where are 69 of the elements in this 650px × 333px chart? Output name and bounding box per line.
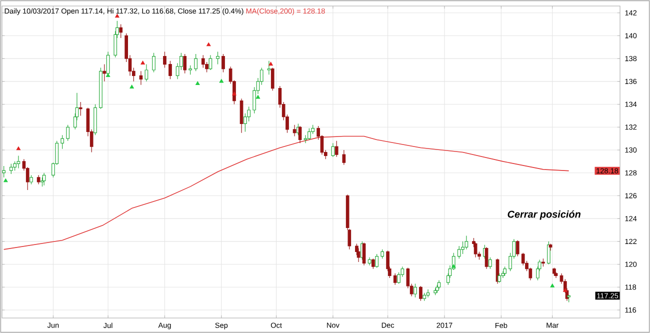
candlestick: [30, 174, 33, 185]
candlestick: [208, 54, 212, 70]
candlestick: [484, 246, 488, 270]
candlestick: [119, 24, 123, 38]
candlestick: [42, 172, 46, 186]
candlestick: [362, 242, 366, 266]
point: [563, 288, 568, 292]
candlestick: [139, 70, 143, 86]
candlestick: [102, 64, 106, 82]
candlestick: [163, 51, 166, 68]
candlestick: [9, 163, 13, 174]
candlestick: [380, 249, 384, 259]
candlestick: [308, 128, 311, 140]
candlestick: [393, 273, 397, 286]
point: [140, 60, 145, 64]
candlestick: [474, 242, 478, 258]
candlestick: [342, 150, 346, 166]
candlestick: [372, 258, 375, 270]
candlestick: [547, 241, 550, 265]
candlestick: [334, 140, 338, 158]
candlestick: [498, 273, 502, 283]
candlestick: [60, 134, 64, 150]
candlestick: [194, 54, 198, 72]
candlestick: [488, 257, 492, 270]
candlestick: [222, 54, 225, 73]
point: [268, 62, 273, 66]
point: [196, 81, 200, 86]
point: [219, 79, 224, 83]
candlestick: [457, 246, 461, 259]
candlestick: [36, 174, 40, 185]
candlestick: [356, 248, 360, 262]
candlestick: [414, 283, 417, 298]
candlestick: [464, 235, 468, 250]
candlestick: [270, 67, 274, 91]
candlestick: [188, 65, 192, 75]
candlestick: [240, 98, 244, 134]
point: [206, 42, 211, 46]
point: [452, 264, 456, 268]
candlestick: [183, 54, 187, 74]
candlestick: [144, 64, 148, 82]
candlestick: [201, 54, 205, 68]
candlestick: [548, 243, 552, 251]
point: [130, 84, 134, 88]
candlestick: [2, 166, 6, 178]
annotation: Cerrar posición: [508, 210, 580, 220]
candlestick: [516, 240, 520, 257]
candlestick: [40, 177, 44, 187]
candlestick: [426, 289, 430, 298]
candlestick: [331, 142, 335, 158]
candlestick: [16, 155, 20, 169]
candlestick: [437, 280, 441, 290]
candlestick: [419, 286, 422, 302]
candlestick: [216, 51, 220, 65]
point: [16, 146, 21, 150]
candlestick: [78, 102, 82, 116]
candlestick: [375, 254, 379, 268]
candlestick: [292, 124, 296, 137]
candlestick: [503, 266, 506, 276]
candlestick: [304, 134, 308, 144]
candlestick: [152, 52, 156, 73]
candlestick: [168, 60, 172, 80]
candlestick: [106, 51, 110, 78]
candlestick: [66, 124, 70, 142]
point: [106, 73, 110, 78]
point: [256, 95, 260, 99]
candlestick: [267, 60, 271, 75]
point: [4, 178, 8, 182]
point: [232, 92, 236, 96]
point: [550, 284, 554, 288]
